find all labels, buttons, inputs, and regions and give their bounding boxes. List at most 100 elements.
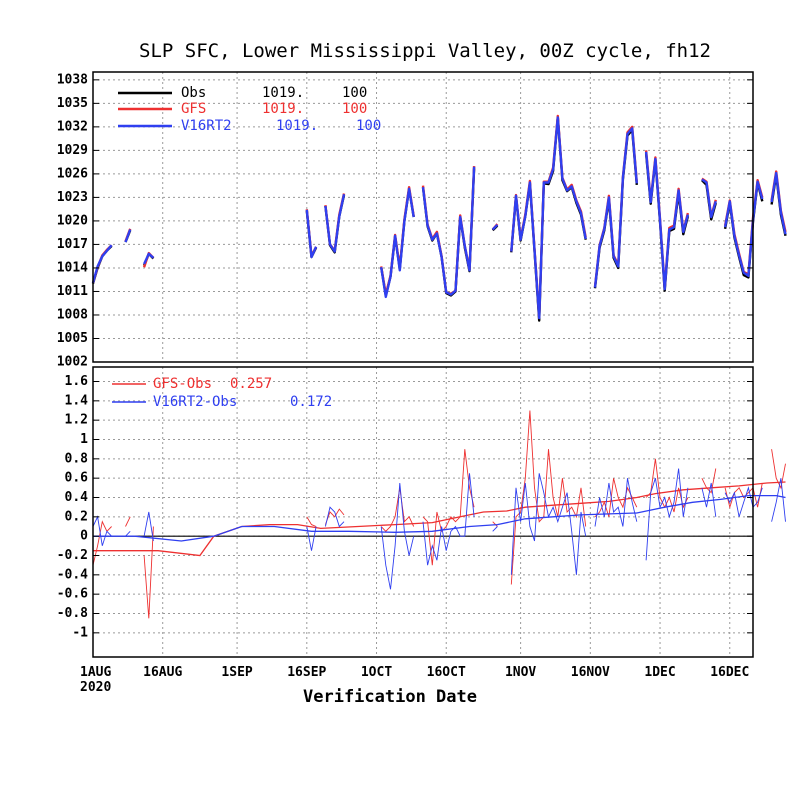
daily-diff-gfs-obs xyxy=(143,526,154,619)
daily-diff-v16rt2-obs xyxy=(324,506,345,528)
pressure-series xyxy=(91,114,787,322)
legend-stat-v16rt2-obs: 0.172 xyxy=(290,394,332,410)
y-tick-label: -0.2 xyxy=(57,548,88,563)
y-tick-label: -0.8 xyxy=(57,606,88,621)
series-line-v16rt2 xyxy=(421,166,476,296)
y-tick-label: 1.4 xyxy=(65,393,89,408)
daily-diff-gfs-obs xyxy=(380,487,415,532)
x-tick-label: 16OCT xyxy=(427,665,466,680)
series-line-obs xyxy=(91,245,113,284)
x-tick-label: 16NOV xyxy=(571,665,610,680)
difference-panel: -1 -0.8 -0.6 -0.4 -0.2 0 0.2 0.4 0.6 0.8 1 1.2 1.4 1.… xyxy=(57,366,786,658)
y-tick-label: 0.4 xyxy=(65,490,89,505)
series-line-v16rt2 xyxy=(644,151,690,291)
daily-diff-v16rt2-obs xyxy=(510,473,587,575)
y-tick-label: 1014 xyxy=(57,260,88,275)
series-line-v16rt2 xyxy=(324,194,346,253)
series-line-v16rt2 xyxy=(124,229,132,243)
y-tick-label: 0.8 xyxy=(65,451,89,466)
series-line-v16rt2 xyxy=(510,116,587,320)
chart-title: SLP SFC, Lower Mississippi Valley, 00Z c… xyxy=(139,40,711,62)
legend-label-obs: Obs xyxy=(181,85,206,101)
legend-label-v16rt2-obs: V16RT2-Obs xyxy=(153,394,237,410)
daily-diff-gfs-obs xyxy=(594,478,638,518)
daily-diff-gfs-obs xyxy=(492,521,498,527)
legend-label-v16rt2: V16RT2 xyxy=(181,118,232,134)
x-tick-label: 1OCT xyxy=(361,665,392,680)
pressure-panel: 1002 1005 1008 1011 1014 1017 1020 1023 1026 1029… xyxy=(57,71,787,370)
pressure-legend: Obs 1019. 100 GFS 1019. 100 V16RT2 1019.… xyxy=(118,85,381,134)
legend-label-gfs: GFS xyxy=(181,101,206,117)
y-tick-label: 1.6 xyxy=(65,374,89,389)
daily-diff-gfs-obs xyxy=(306,516,317,527)
y-tick-label: -1 xyxy=(72,625,88,640)
series-line-v16rt2 xyxy=(143,252,155,265)
difference-frame xyxy=(92,366,754,658)
y-tick-label: 1017 xyxy=(57,237,88,252)
daily-diff-v16rt2-obs xyxy=(771,478,786,522)
daily-diff-v16rt2-obs xyxy=(492,526,498,532)
x-tick-label: 16SEP xyxy=(287,665,326,680)
legend-stat2-v16rt2: 100 xyxy=(356,118,381,134)
series-line-gfs xyxy=(380,185,415,296)
daily-diff-gfs-obs xyxy=(92,520,112,566)
y-tick-label: 1020 xyxy=(57,213,88,228)
legend-stat1-gfs: 1019. xyxy=(262,101,304,117)
y-tick-label: 1035 xyxy=(57,96,88,111)
series-line-gfs xyxy=(510,114,587,318)
series-line-v16rt2 xyxy=(723,180,764,277)
y-tick-label: 1038 xyxy=(57,72,88,87)
difference-legend: GFS-Obs 0.257 V16RT2-Obs 0.172 xyxy=(112,376,332,410)
daily-diff-v16rt2-obs xyxy=(92,515,112,546)
daily-diff-gfs-obs xyxy=(701,468,717,494)
y-tick-label: 1032 xyxy=(57,119,88,134)
y-tick-label: 0 xyxy=(80,529,88,544)
difference-grid xyxy=(92,367,753,657)
daily-diff-gfs-obs xyxy=(724,482,763,509)
legend-stat-gfs-obs: 0.257 xyxy=(230,376,272,392)
daily-diff-gfs-obs xyxy=(422,449,475,566)
y-tick-label: 1.2 xyxy=(65,413,88,428)
x-tick-label: 16AUG xyxy=(143,665,182,680)
daily-diff-v16rt2-obs xyxy=(125,530,131,537)
y-tick-label: 1005 xyxy=(57,331,88,346)
series-line-v16rt2 xyxy=(593,127,638,288)
y-tick-label: 1011 xyxy=(57,284,88,299)
x-tick-label: 1NOV xyxy=(505,665,536,680)
y-tick-label: 1029 xyxy=(57,143,88,158)
daily-diff-gfs-obs xyxy=(125,516,131,527)
x-tick-label: 16DEC xyxy=(710,665,749,680)
y-tick-label: -0.6 xyxy=(57,587,88,602)
x-tick-label: 1SEP xyxy=(221,665,252,680)
x-tick-label: 1DEC xyxy=(644,665,675,680)
daily-diff-v16rt2-obs xyxy=(306,526,317,551)
daily-diff-gfs-obs xyxy=(510,410,587,585)
series-line-v16rt2 xyxy=(380,187,415,299)
series-line-v16rt2 xyxy=(491,223,499,231)
pressure-y-ticks: 1002 1005 1008 1011 1014 1017 1020 1023 1026 1029… xyxy=(57,72,753,370)
y-tick-label: -0.4 xyxy=(57,567,88,582)
series-line-v16rt2 xyxy=(91,244,113,284)
running-mean-v16rt2-obs xyxy=(93,494,786,542)
daily-diff-v16rt2-obs xyxy=(380,482,415,590)
pressure-grid xyxy=(92,72,753,363)
y-tick-label: 1008 xyxy=(57,307,88,322)
legend-stat1-v16rt2: 1019. xyxy=(276,118,318,134)
daily-diff-v16rt2-obs xyxy=(143,511,154,542)
legend-stat2-gfs: 100 xyxy=(342,101,367,117)
x-tick-label: 1AUG xyxy=(80,665,111,680)
legend-stat1-obs: 1019. xyxy=(262,85,304,101)
series-line-v16rt2 xyxy=(701,178,717,219)
daily-diff-gfs-obs xyxy=(324,508,345,525)
series-line-v16rt2 xyxy=(305,209,318,259)
series-line-v16rt2 xyxy=(770,171,787,235)
y-tick-label: 1026 xyxy=(57,166,88,181)
difference-y-ticks: -1 -0.8 -0.6 -0.4 -0.2 0 0.2 0.4 0.6 0.8 1 1.2 1.4 1.… xyxy=(57,374,753,640)
daily-diff-v16rt2-obs xyxy=(422,473,475,566)
daily-diff-v16rt2-obs xyxy=(594,478,638,527)
legend-label-gfs-obs: GFS-Obs xyxy=(153,376,212,392)
y-tick-label: 0.2 xyxy=(65,509,88,524)
x-axis-ticks: 1AUG 16AUG 1SEP 16SEP 1OCT 16OCT 1NOV 16NOV 1DEC… xyxy=(80,665,749,680)
series-line-obs xyxy=(593,128,638,289)
